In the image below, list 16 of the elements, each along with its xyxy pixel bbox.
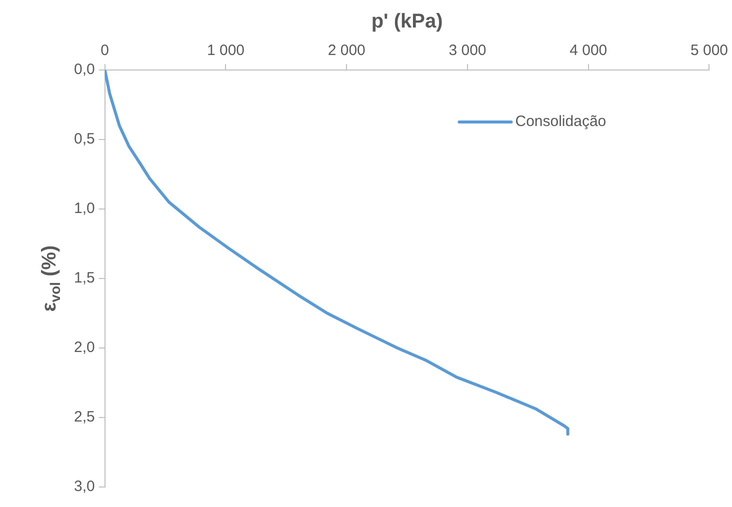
x-tick-label: 5 000 bbox=[690, 42, 728, 60]
y-tick-label: 0,0 bbox=[74, 61, 95, 78]
x-tick-label: 0 bbox=[100, 42, 110, 60]
y-tick-label: 2,5 bbox=[74, 408, 95, 426]
y-tick-label: 1,0 bbox=[74, 200, 95, 218]
x-tick-label: 4 000 bbox=[570, 42, 608, 60]
x-tick-label: 2 000 bbox=[328, 42, 366, 60]
y-tick-label: 0,5 bbox=[74, 130, 95, 148]
y-tick-label: 1,5 bbox=[74, 270, 95, 287]
legend-label: Consolidação bbox=[515, 113, 606, 130]
y-tick-label: 2,0 bbox=[74, 339, 95, 356]
y-axis-title: εvol (%) bbox=[38, 245, 63, 312]
x-axis-title: p' (kPa) bbox=[371, 10, 443, 33]
x-tick-label: 1 000 bbox=[206, 42, 244, 60]
y-tick-label: 3,0 bbox=[74, 478, 95, 496]
x-tick-label: 3 000 bbox=[448, 42, 486, 60]
